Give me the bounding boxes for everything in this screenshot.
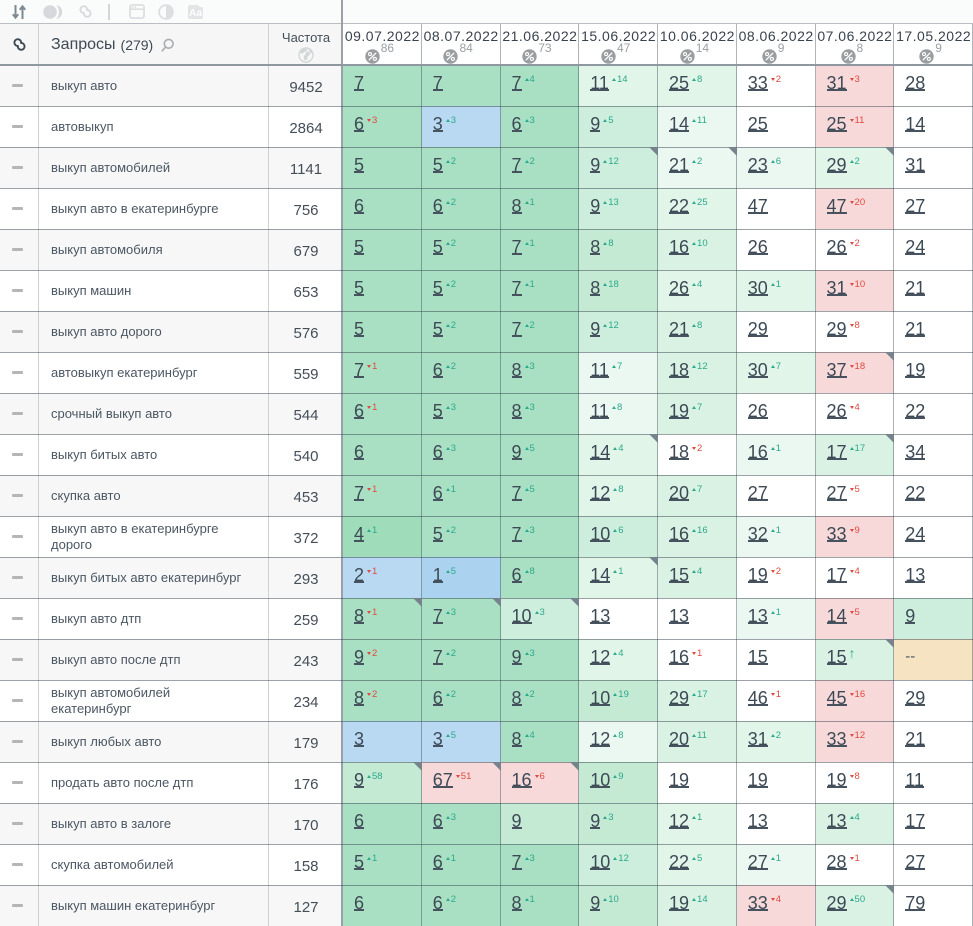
svg-text:Aa: Aa	[189, 8, 202, 19]
